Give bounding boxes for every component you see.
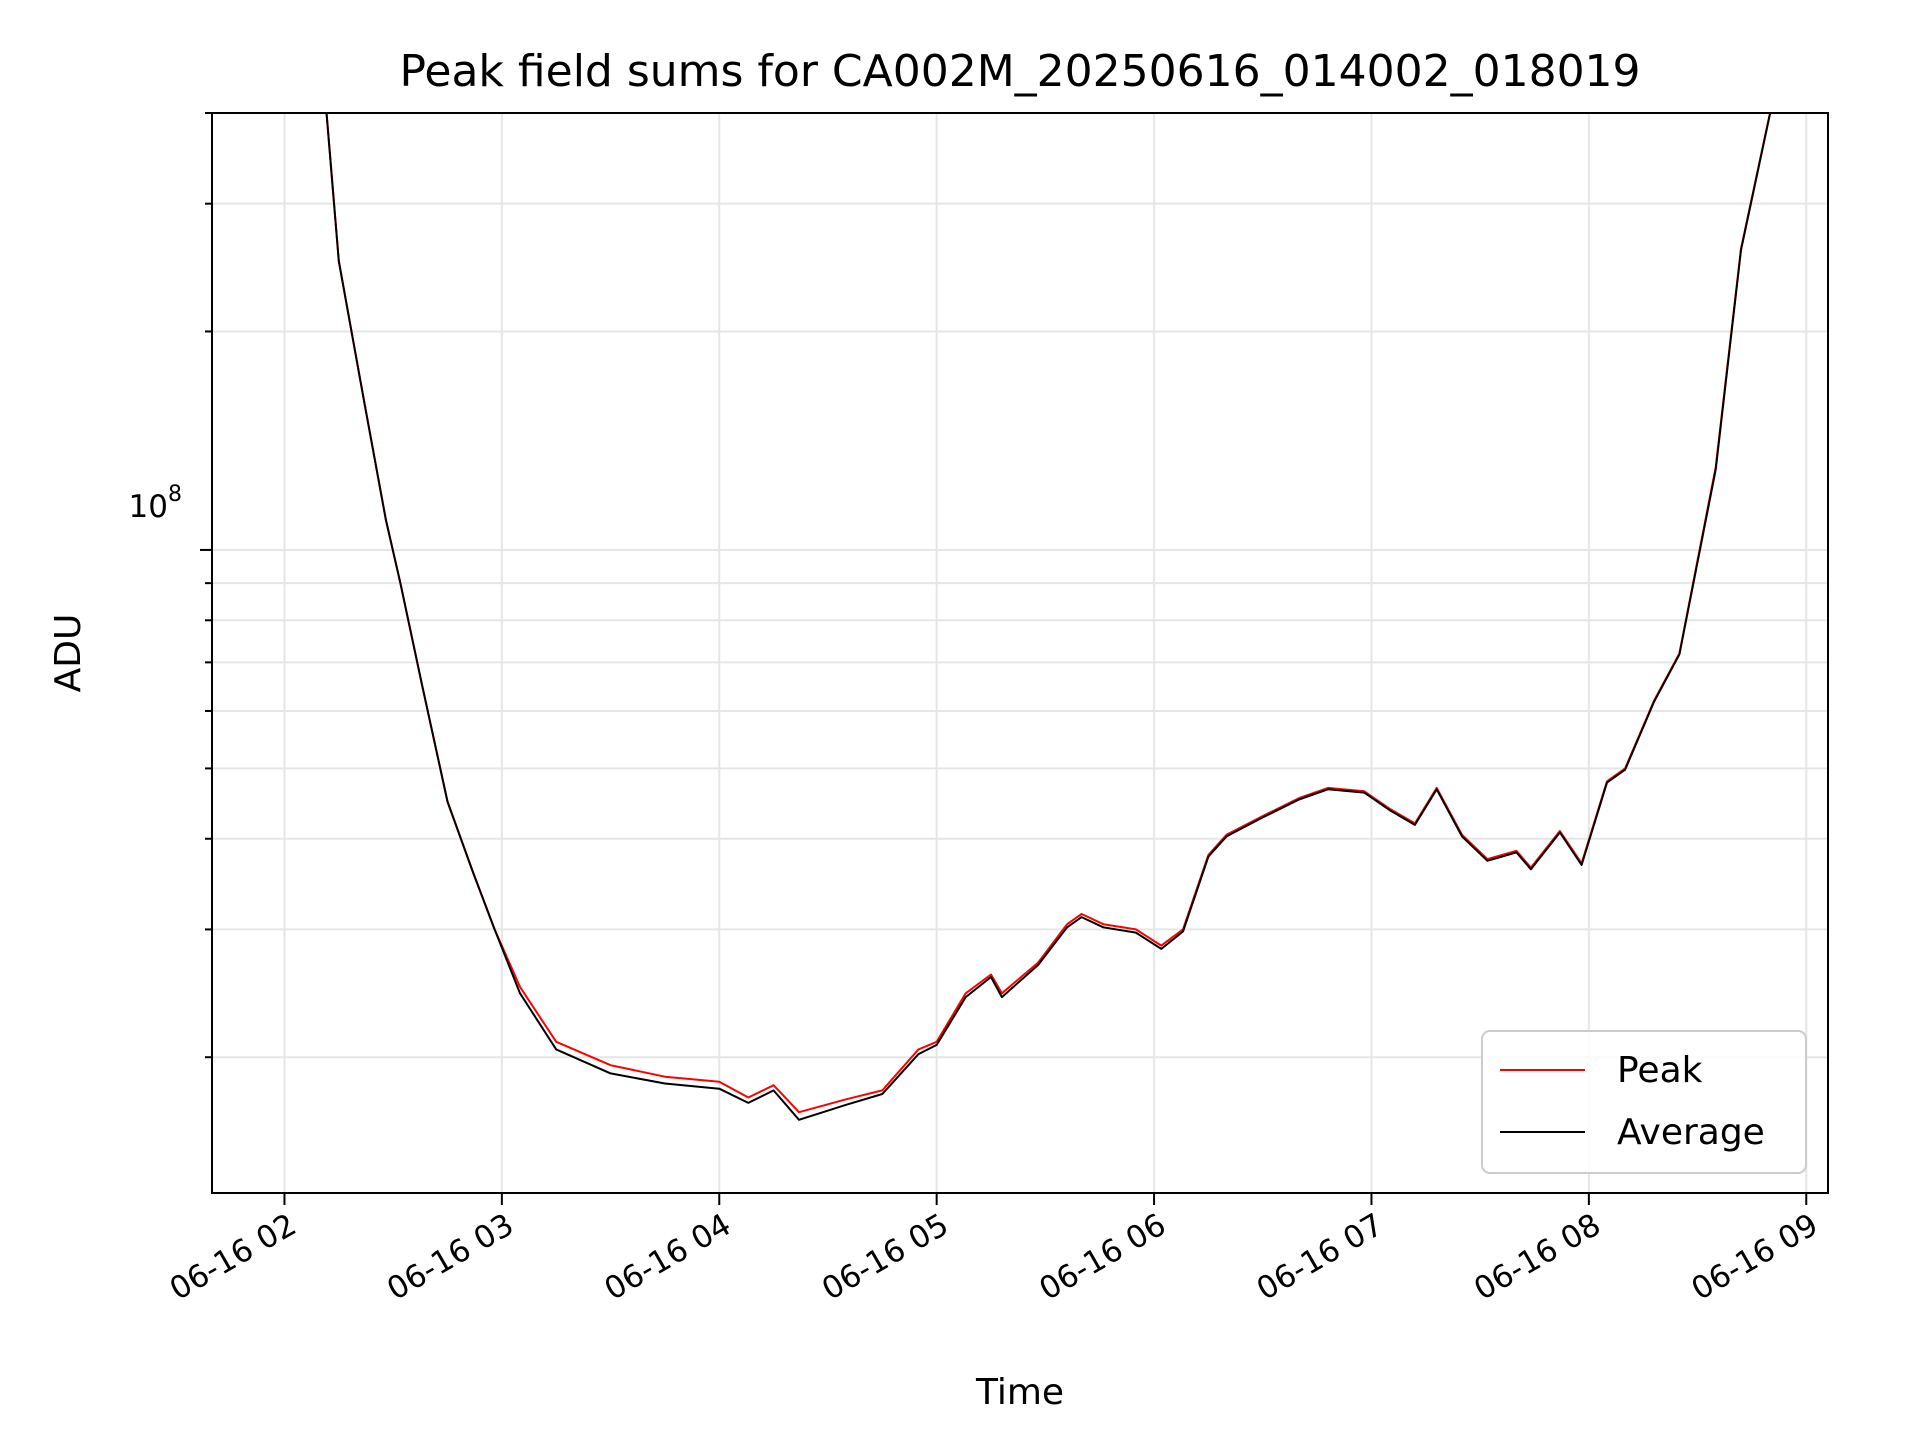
legend: Peak Average [1481, 1030, 1807, 1174]
y-tick-label-1e8: 108 [129, 482, 182, 525]
x-tick-label: 06-16 06 [1033, 1207, 1172, 1308]
x-tick-label: 06-16 09 [1686, 1207, 1825, 1308]
x-tick-label: 06-16 04 [599, 1207, 738, 1308]
chart-title: Peak field sums for CA002M_20250616_0140… [399, 46, 1640, 97]
grid [212, 112, 1828, 1193]
series-lines [325, 113, 1773, 1121]
x-axis-label: Time [975, 1372, 1064, 1413]
y-tick-base: 10 [129, 489, 168, 525]
x-tick-label: 06-16 05 [816, 1207, 955, 1308]
legend-label-average: Average [1617, 1112, 1765, 1153]
legend-label-peak: Peak [1617, 1050, 1703, 1091]
svg-text:108: 108 [129, 482, 182, 525]
y-tick-exponent: 8 [168, 482, 182, 507]
series-line-average [325, 113, 1773, 1121]
y-axis-label: ADU [48, 614, 89, 693]
x-tick-label: 06-16 07 [1251, 1207, 1390, 1308]
plot-area-frame [211, 112, 1829, 1194]
x-tick-label: 06-16 02 [164, 1207, 303, 1308]
legend-box [1481, 1030, 1807, 1174]
series-line-peak [325, 113, 1772, 1114]
x-tick-label: 06-16 08 [1468, 1207, 1607, 1308]
x-tick-label: 06-16 03 [381, 1207, 520, 1308]
